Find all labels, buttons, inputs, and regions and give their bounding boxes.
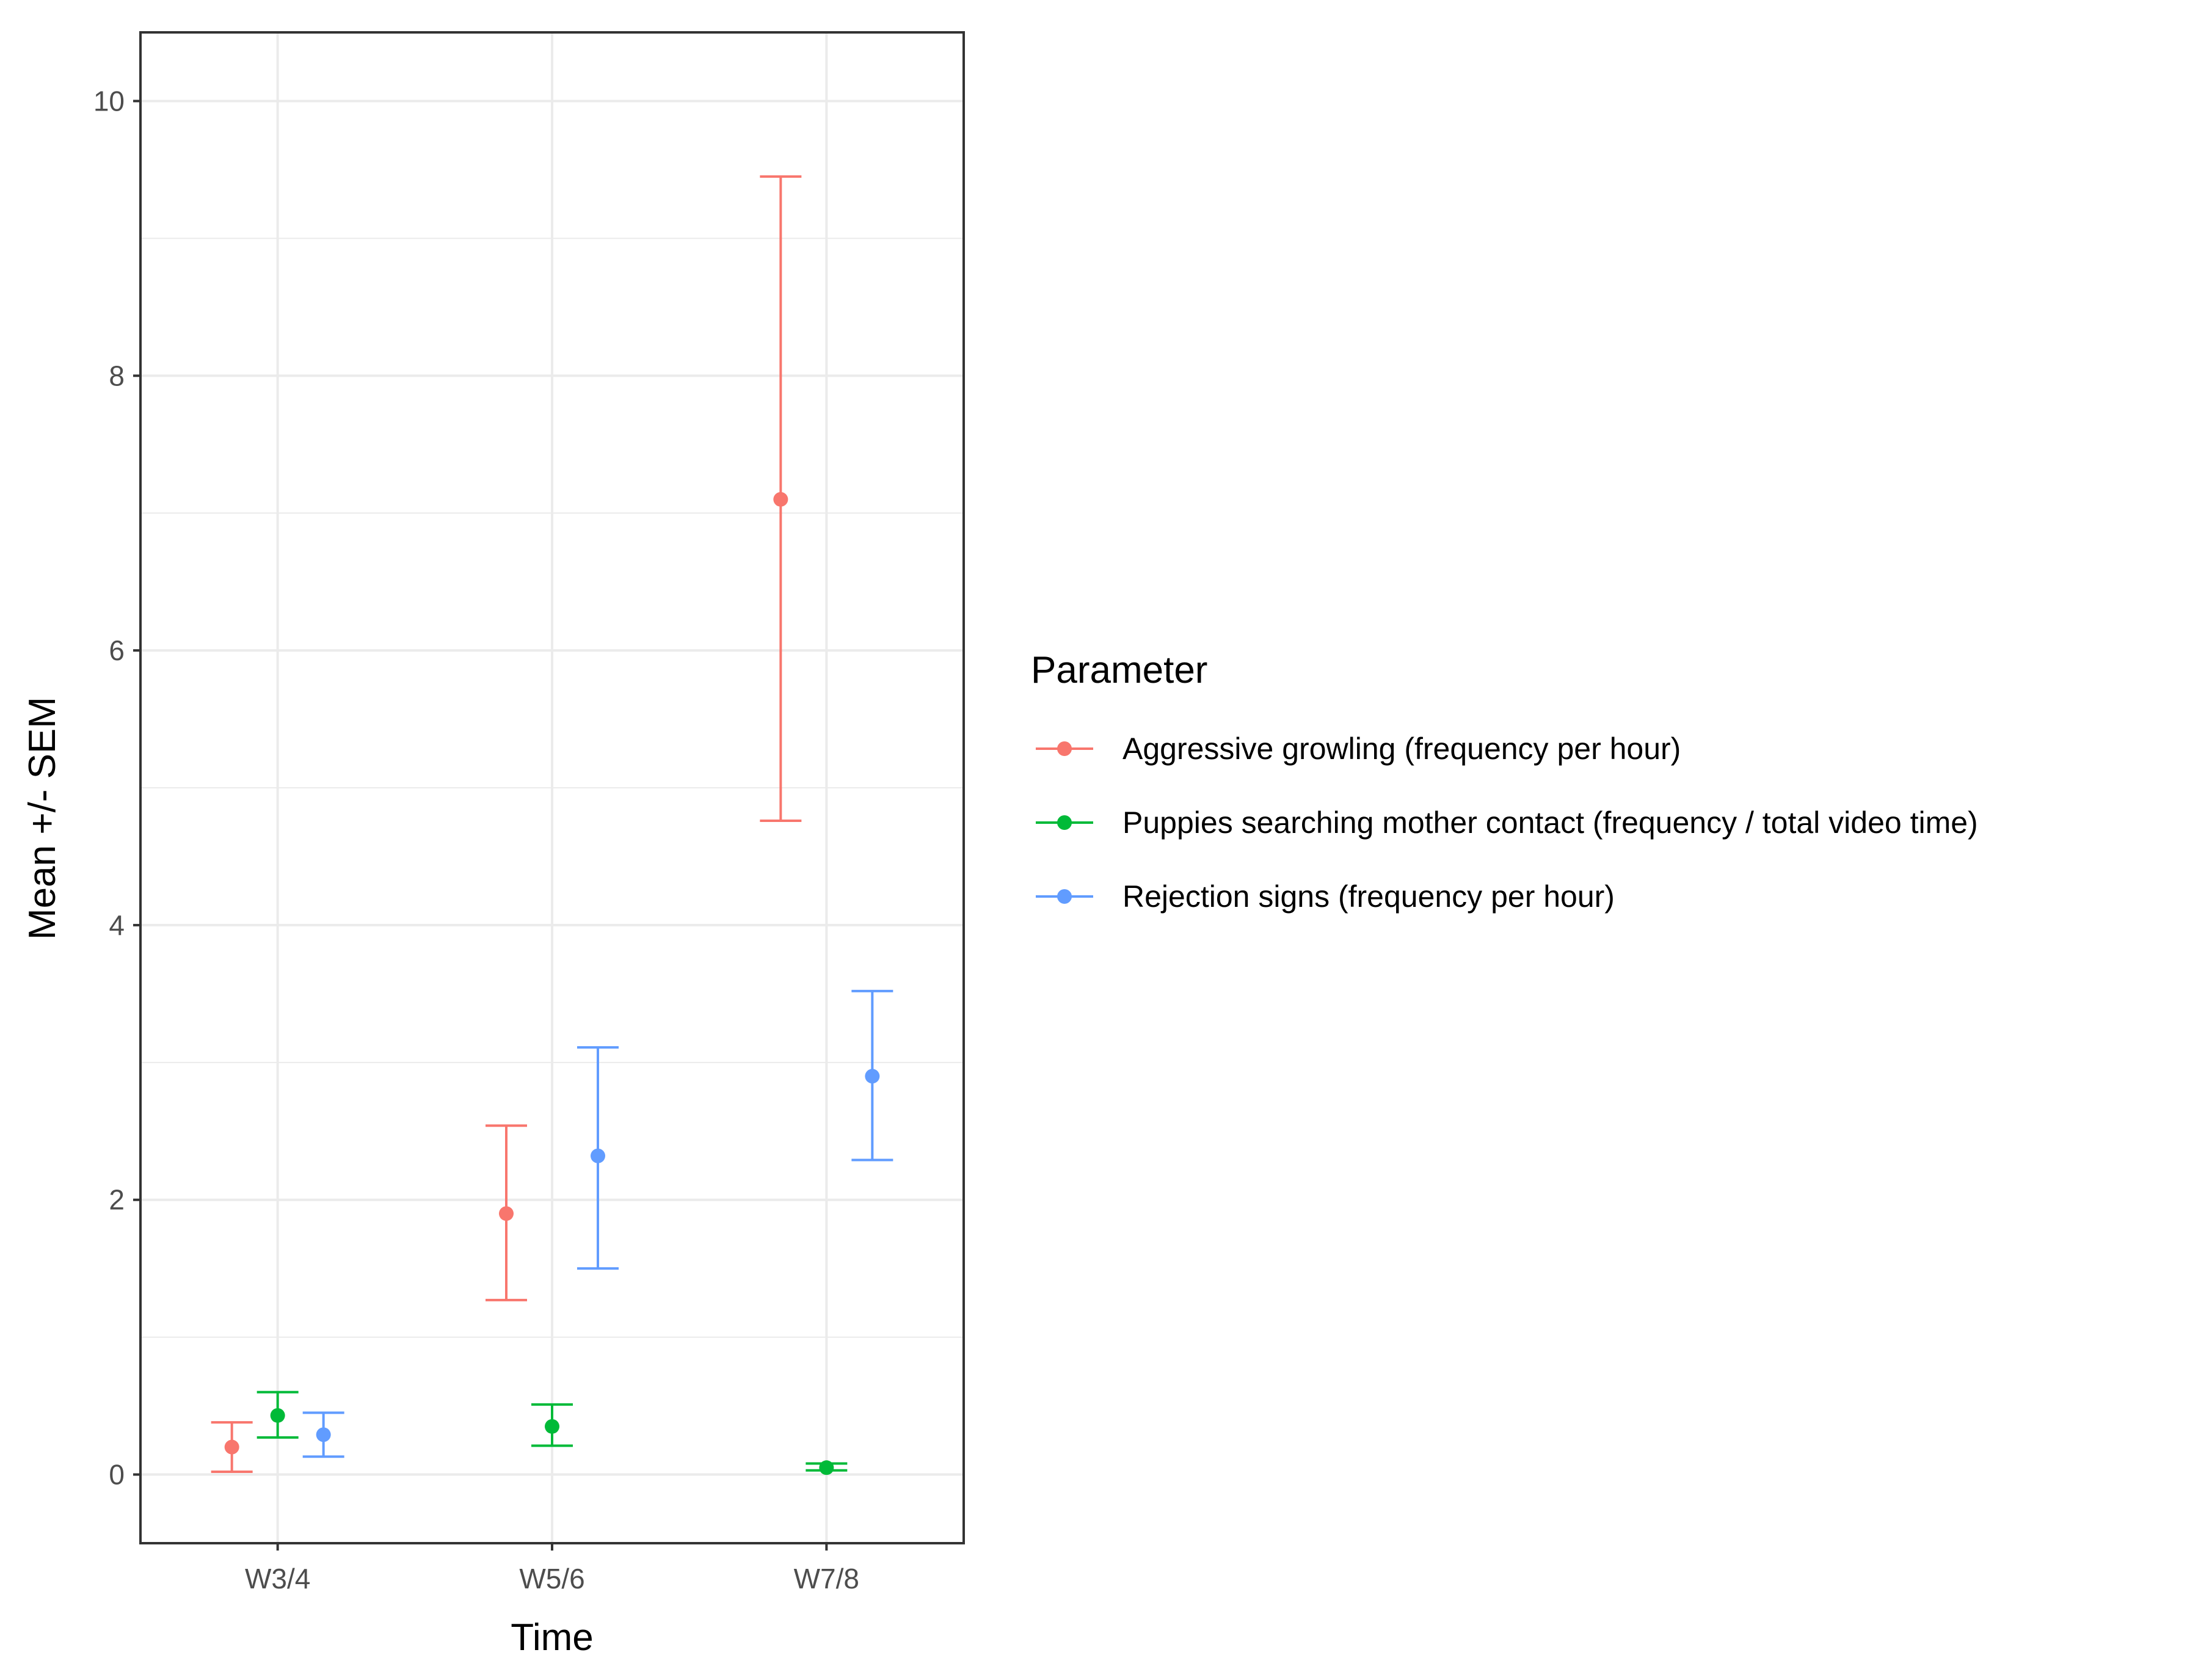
- legend-label: Aggressive growling (frequency per hour): [1122, 732, 1681, 766]
- legend-key: [1036, 741, 1093, 756]
- legend-key-point: [1057, 741, 1072, 756]
- data-point: [316, 1427, 331, 1442]
- data-point: [819, 1460, 834, 1475]
- grid-lines: [140, 32, 964, 1543]
- x-axis: W3/4 W5/6 W7/8: [245, 1543, 859, 1594]
- legend-key-point: [1057, 815, 1072, 830]
- series-1: [256, 1391, 848, 1475]
- data-point: [865, 1069, 880, 1084]
- y-axis-title: Mean +/- SEM: [21, 697, 64, 940]
- data-point: [499, 1206, 514, 1221]
- series-2: [302, 989, 893, 1458]
- data-point: [545, 1419, 559, 1434]
- x-tick-label: W7/8: [794, 1563, 859, 1594]
- series-0: [211, 175, 802, 1474]
- y-tick-label: 10: [93, 85, 125, 117]
- x-tick-label: W5/6: [519, 1563, 584, 1594]
- legend-key-point: [1057, 889, 1072, 904]
- x-axis-title: Time: [511, 1616, 593, 1659]
- data-point: [591, 1148, 605, 1163]
- y-axis: 0 2 4 6 8 10: [93, 85, 140, 1491]
- legend-label: Puppies searching mother contact (freque…: [1122, 805, 1978, 840]
- y-tick-label: 6: [109, 635, 125, 666]
- y-tick-label: 8: [109, 360, 125, 391]
- data-point: [773, 492, 788, 507]
- y-tick-label: 0: [109, 1459, 125, 1491]
- x-tick-label: W3/4: [245, 1563, 310, 1594]
- legend-key: [1036, 815, 1093, 830]
- legend: Parameter Aggressive growling (frequency…: [1031, 649, 1978, 914]
- legend-label: Rejection signs (frequency per hour): [1122, 879, 1615, 914]
- legend-title: Parameter: [1031, 649, 1207, 691]
- legend-key: [1036, 889, 1093, 904]
- y-tick-label: 4: [109, 909, 125, 941]
- y-tick-label: 2: [109, 1184, 125, 1216]
- data-marks: [211, 175, 893, 1475]
- data-point: [270, 1408, 285, 1423]
- data-point: [224, 1439, 239, 1455]
